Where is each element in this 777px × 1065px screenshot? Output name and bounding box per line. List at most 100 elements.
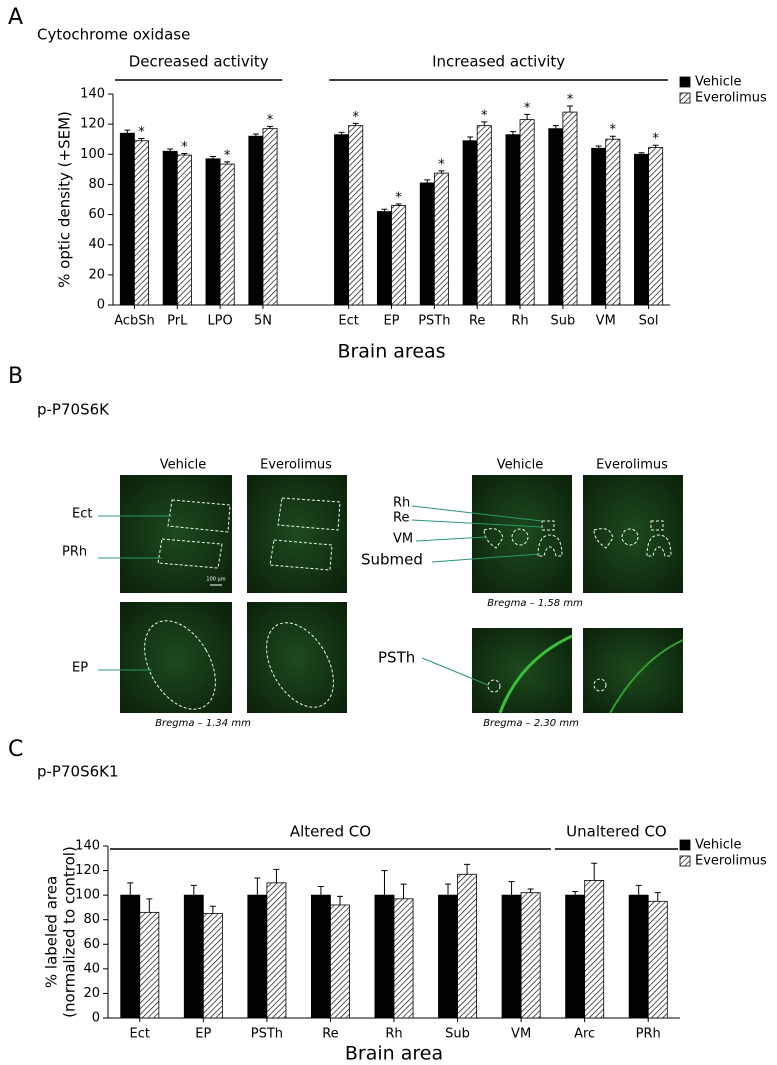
region-label: EP (72, 661, 88, 676)
x-axis-label: Brain areas (337, 341, 445, 363)
error-bar (552, 125, 559, 129)
y-tick-label: 40 (83, 961, 100, 976)
error-bar (352, 122, 359, 126)
region-label: Submed (361, 551, 423, 569)
micrograph (583, 628, 683, 713)
error-bar (467, 136, 474, 141)
bar (438, 894, 458, 1019)
x-tick-label: PrL (167, 314, 188, 329)
error-bar (395, 203, 402, 206)
bar (202, 913, 223, 1019)
error-bar (464, 863, 471, 875)
bar (605, 138, 621, 306)
error-bar (400, 883, 407, 899)
y-tick-label: 140 (75, 839, 100, 854)
error-bar (317, 886, 324, 896)
bar (505, 134, 521, 306)
bar (520, 892, 541, 1019)
y-tick-label: 120 (75, 863, 100, 878)
legend-swatch (679, 855, 691, 867)
micrograph (247, 602, 347, 713)
legend-label: Vehicle (695, 838, 742, 853)
x-tick-label: EP (195, 1027, 211, 1042)
roi-outline (511, 528, 529, 546)
error-bar (252, 133, 259, 137)
bar (176, 154, 192, 306)
y-tick-label: 100 (80, 147, 105, 162)
caption: Bregma – 2.30 mm (483, 718, 579, 729)
panel-label: A (8, 5, 23, 30)
error-bar (566, 105, 573, 113)
x-tick-label: VM (511, 1027, 531, 1042)
x-tick-label: Arc (574, 1027, 595, 1042)
y-tick-label: 100 (75, 888, 100, 903)
region-label: VM (393, 532, 413, 547)
x-tick-label: Sub (551, 314, 576, 329)
error-bar (336, 895, 343, 905)
bar (248, 135, 264, 306)
error-bar (591, 862, 598, 881)
error-bar (424, 179, 431, 183)
significance-mark: * (395, 191, 402, 206)
roi-outline (167, 499, 231, 533)
error-bar (654, 892, 661, 902)
scale-bar-label: 100 µm (206, 577, 225, 583)
x-tick-label: Sol (639, 314, 659, 329)
bar (648, 147, 664, 306)
error-bar (527, 888, 534, 893)
error-bar (124, 129, 131, 134)
significance-mark: * (438, 157, 445, 172)
x-tick-label: PSTh (251, 1027, 283, 1042)
pointer (415, 536, 487, 542)
bar (647, 900, 668, 1019)
group-label: Altered CO (290, 823, 371, 841)
bar (393, 898, 414, 1019)
bar (591, 147, 607, 306)
micrograph (583, 475, 683, 593)
region-label: PRh (62, 545, 87, 560)
bar (519, 119, 535, 306)
significance-mark: * (567, 93, 574, 108)
region-label: PSTh (378, 649, 415, 667)
y-tick-label: 60 (88, 207, 105, 222)
micrograph (247, 475, 347, 593)
error-bar (138, 137, 145, 141)
significance-mark: * (352, 110, 359, 125)
legend-swatch (679, 92, 691, 104)
x-tick-label: Re (322, 1027, 338, 1042)
roi-outline (593, 678, 607, 692)
error-bar (635, 884, 642, 896)
bar (462, 140, 478, 306)
y-tick-label: 140 (80, 87, 105, 102)
roi-outline (537, 534, 563, 557)
bar (433, 172, 449, 306)
significance-mark: * (181, 140, 188, 155)
significance-mark: * (267, 113, 274, 128)
micrograph (472, 628, 572, 713)
error-bar (181, 153, 188, 156)
bar (120, 894, 141, 1019)
y-tick-label: 0 (92, 1011, 100, 1026)
pointer (431, 553, 541, 563)
roi-outline (144, 620, 216, 710)
panel-title: p-P70S6K (37, 401, 110, 419)
micrograph (120, 475, 232, 593)
error-bar (481, 121, 488, 126)
roi-outline (541, 520, 555, 531)
significance-mark: * (481, 108, 488, 123)
error-bar (254, 877, 261, 896)
pointer (421, 657, 489, 686)
chart-title: Cytochrome oxidase (37, 26, 190, 44)
x-tick-label: VM (596, 314, 616, 329)
roi-outline (650, 520, 664, 531)
bar (634, 153, 649, 306)
y-axis-label: % optic density (+SEM) (56, 111, 74, 288)
bar (376, 211, 392, 306)
y-tick-label: 60 (83, 937, 100, 952)
x-tick-label: 5N (254, 314, 272, 329)
roi-outline (593, 528, 614, 549)
roi-outline (277, 497, 341, 531)
error-bar (267, 125, 274, 129)
legend-label: Everolimus (695, 91, 767, 106)
